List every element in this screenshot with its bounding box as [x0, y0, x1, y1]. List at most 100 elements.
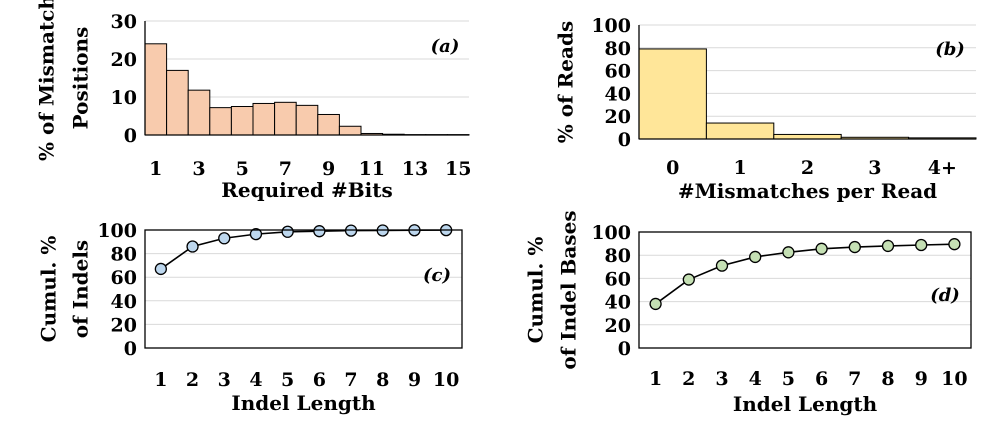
y-tick-label: 40	[111, 291, 137, 313]
data-point-10	[948, 238, 961, 251]
data-point-7	[848, 240, 861, 254]
y-axis-title: Positions	[69, 27, 93, 130]
x-tick-label: 5	[236, 158, 249, 180]
x-tick-label: 11	[359, 158, 385, 180]
y-axis-title: of Indel Bases	[557, 210, 581, 369]
panel-label: (b)	[935, 39, 965, 60]
x-tick-label: 15	[445, 158, 471, 180]
y-axis-title: Cumul. %	[37, 236, 61, 343]
x-tick-label: 7	[848, 368, 861, 390]
data-point-8	[881, 239, 895, 253]
x-tick-label: 10	[941, 368, 967, 390]
y-tick-label: 30	[111, 11, 137, 33]
y-tick-label: 40	[605, 292, 631, 314]
x-axis-title: Required #Bits	[221, 178, 392, 202]
y-tick-label: 40	[605, 83, 631, 105]
bar-4	[209, 107, 232, 136]
plot-frame	[638, 231, 972, 349]
y-tick-label: 0	[618, 129, 631, 151]
x-tick-label: 6	[815, 368, 828, 390]
y-tick-label: 100	[97, 220, 137, 242]
y-tick-label: 80	[605, 245, 631, 267]
x-tick-label: 10	[433, 369, 459, 391]
y-tick-label: 20	[605, 106, 631, 128]
y-axis-title: of Indels	[69, 240, 93, 338]
series-line	[160, 229, 447, 270]
data-point-4	[749, 250, 762, 264]
y-tick-label: 10	[111, 87, 137, 109]
x-tick-label: 6	[313, 369, 326, 391]
y-tick-label: 60	[605, 268, 631, 290]
y-axis-title: Cumul. %	[524, 237, 548, 344]
x-tick-label: 2	[801, 157, 814, 179]
data-point-6	[815, 242, 828, 255]
bar-10	[338, 125, 362, 136]
x-tick-label: 2	[186, 369, 199, 391]
panel-label: (d)	[930, 285, 960, 306]
data-point-5	[782, 246, 795, 259]
y-tick-label: 0	[618, 338, 631, 360]
data-point-1	[154, 262, 168, 276]
bar-8	[295, 104, 319, 136]
x-tick-label: 8	[376, 369, 389, 391]
x-tick-label: 4+	[928, 157, 957, 179]
data-point-4	[249, 227, 263, 241]
x-tick-label: 5	[782, 368, 795, 390]
y-axis-title: % of Reads	[554, 21, 578, 143]
x-tick-label: 1	[154, 369, 167, 391]
bar-9	[317, 113, 340, 136]
y-tick-label: 0	[124, 125, 137, 147]
bar-2	[773, 133, 842, 140]
y-tick-label: 80	[111, 244, 137, 266]
panel-label: (a)	[431, 36, 460, 57]
data-point-3	[218, 232, 231, 245]
bar-7	[274, 101, 297, 136]
y-tick-label: 20	[111, 314, 137, 336]
x-axis-title: Indel Length	[733, 392, 878, 416]
x-tick-label: 1	[149, 158, 162, 180]
y-tick-label: 100	[591, 15, 631, 37]
bar-1	[144, 43, 168, 136]
x-tick-label: 3	[868, 157, 881, 179]
data-point-6	[313, 225, 326, 238]
y-axis-title: % of Mismatch	[35, 0, 59, 161]
x-tick-label: 5	[281, 369, 294, 391]
bar-6	[252, 102, 276, 136]
x-tick-label: 7	[344, 369, 357, 391]
bar-0	[638, 48, 707, 140]
y-tick-label: 100	[591, 222, 631, 244]
bar-2	[166, 69, 189, 136]
x-tick-label: 13	[402, 158, 428, 180]
x-tick-label: 9	[322, 158, 335, 180]
x-tick-label: 4	[249, 369, 262, 391]
series-line	[655, 243, 955, 305]
x-tick-label: 3	[218, 369, 231, 391]
y-tick-label: 20	[111, 49, 137, 71]
y-tick-label: 60	[605, 61, 631, 83]
data-point-2	[186, 240, 199, 253]
y-tick-label: 60	[111, 267, 137, 289]
panel-label: (c)	[423, 265, 451, 286]
y-tick-label: 80	[605, 38, 631, 60]
x-tick-label: 3	[192, 158, 205, 180]
data-point-2	[682, 273, 695, 286]
x-tick-label: 4	[749, 368, 762, 390]
x-tick-label: 7	[279, 158, 292, 180]
data-point-5	[281, 225, 294, 238]
x-tick-label: 2	[682, 368, 695, 390]
data-point-3	[715, 259, 729, 272]
x-tick-label: 8	[881, 368, 894, 390]
x-tick-label: 9	[408, 369, 421, 391]
x-tick-label: 1	[649, 368, 662, 390]
x-tick-label: 3	[715, 368, 728, 390]
bar-3	[187, 89, 211, 136]
x-axis-title: #Mismatches per Read	[678, 179, 937, 203]
y-tick-label: 20	[605, 315, 631, 337]
x-tick-label: 0	[666, 157, 679, 179]
bar-5	[230, 106, 254, 136]
